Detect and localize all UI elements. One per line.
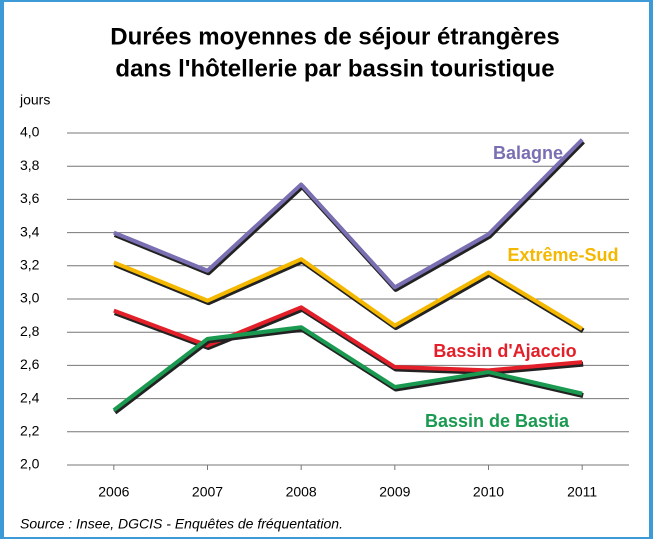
y-tick-label: 2,6 [20, 356, 40, 372]
x-tick-label: 2008 [286, 484, 317, 500]
line-shadow [113, 258, 585, 334]
y-tick-label: 3,2 [20, 257, 40, 273]
line [113, 138, 584, 290]
series-label: Balagne [493, 143, 563, 163]
line [113, 305, 583, 373]
series-label: Bassin de Bastia [425, 411, 570, 431]
y-tick-label: 2,4 [20, 389, 40, 405]
y-tick-label: 3,0 [20, 290, 40, 306]
y-tick-label: 2,0 [20, 456, 40, 472]
line [112, 325, 583, 412]
y-tick-label: 2,2 [20, 423, 40, 439]
y-tick-label: 3,8 [20, 157, 40, 173]
chart-title: Durées moyennes de séjour étrangères [110, 23, 560, 50]
series-label: Bassin d'Ajaccio [433, 341, 576, 361]
y-tick-label: 3,6 [20, 190, 40, 206]
y-axis-label: jours [19, 92, 50, 108]
chart-subtitle: dans l'hôtellerie par bassin touristique [115, 55, 554, 82]
y-tick-label: 4,0 [20, 124, 40, 140]
y-tick-label: 3,4 [20, 223, 40, 239]
source: Source : Insee, DGCIS - Enquêtes de fréq… [20, 516, 343, 532]
line-shadow [113, 139, 585, 292]
x-tick-label: 2011 [567, 484, 597, 500]
x-tick-label: 2010 [473, 484, 504, 500]
y-tick-label: 2,8 [20, 323, 40, 339]
x-tick-label: 2007 [192, 484, 223, 500]
x-tick-label: 2009 [379, 484, 410, 500]
series-label: Extrême-Sud [507, 245, 618, 265]
x-tick-label: 2006 [98, 484, 129, 500]
line [113, 257, 584, 331]
